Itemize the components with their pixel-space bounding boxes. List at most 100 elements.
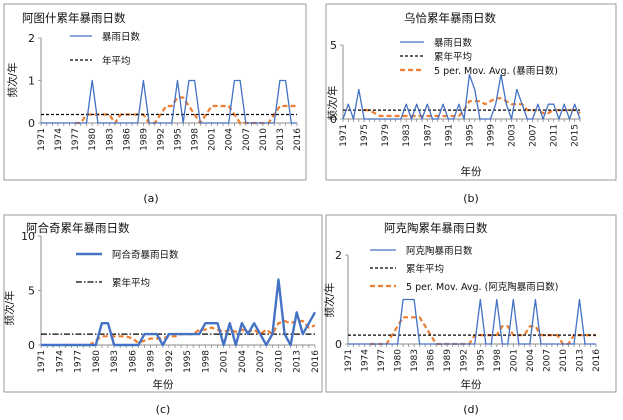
x-tick-label: 2004 [238,350,248,373]
y-tick-label: 0 [335,338,342,351]
x-tick-label: 2013 [276,128,286,151]
x-tick-label: 2016 [311,350,321,373]
y-axis-label: 频次/年 [6,62,19,97]
x-tick-label: 2007 [256,350,266,373]
x-tick-label: 2001 [220,350,230,373]
panel-c-plot: 0 5 10 1971 1974 1977 1980 1983 1986 1989 1992 1995… [3,230,321,391]
x-tick-label: 1974 [55,350,65,373]
x-tick-label: 1987 [423,124,433,147]
x-axis-label: 年份 [153,378,174,391]
x-tick-label: 1980 [92,350,102,373]
panel-c-title: 阿合奇累年暴雨日数 [26,221,130,235]
x-tick-label: 2007 [242,128,252,151]
x-tick-label: 1989 [139,128,149,151]
panel-a-caption: (a) [143,192,158,205]
x-axis-label: 年份 [461,378,482,391]
x-tick-label: 2013 [293,350,303,373]
series-line-series [348,298,596,345]
x-tick-label: 1971 [37,128,47,151]
panel-b-caption: (b) [463,192,479,205]
y-axis-label: 频次/年 [326,85,339,120]
series-line-mov [364,97,581,118]
x-tick-label: 1977 [71,128,81,151]
y-tick-label: 10 [21,230,35,243]
y-tick-label: 1 [28,75,35,88]
x-tick-label: 1986 [128,350,138,373]
x-tick-label: 1999 [486,124,496,147]
x-axis-label: 年份 [461,165,482,178]
panel-a-title: 阿图什累年暴雨日数 [22,11,126,25]
x-tick-label: 1980 [394,349,404,372]
x-tick-label: 1991 [444,124,454,147]
x-tick-label: 2010 [274,350,284,373]
legend-label: 累年平均 [434,51,472,63]
x-tick-label: 1995 [465,124,475,147]
x-tick-label: 1983 [105,128,115,151]
x-tick-label: 2003 [508,124,518,147]
x-tick-label: 1995 [476,349,486,372]
series-line-series [342,73,581,120]
x-tick-label: 1971 [339,124,349,147]
x-tick-label: 1992 [460,349,470,372]
x-tick-label: 1998 [493,349,503,372]
x-tick-label: 1986 [427,349,437,372]
y-tick-label: 5 [28,285,35,298]
x-tick-label: 2011 [550,124,560,147]
panel-d-frame [325,214,617,393]
panel-d-caption: (d) [463,403,479,416]
x-tick-label: 1974 [54,128,64,151]
legend-label: 5 per. Mov. Avg. (阿克陶暴雨日数) [406,281,559,293]
y-tick-label: 0 [28,117,35,130]
x-tick-label: 1971 [344,349,354,372]
panel-b-frame [325,3,617,181]
panel-c-caption: (c) [156,403,171,416]
y-tick-label: 5 [330,39,337,52]
x-tick-label: 1971 [37,350,47,373]
x-tick-label: 2010 [559,349,569,372]
panel-d: 阿克陶累年暴雨日数 0 2 1971 1974 1977 1980 1983 1986 1989… [323,214,617,416]
y-tick-label: 0 [28,339,35,352]
x-tick-label: 1986 [122,128,132,151]
y-axis-label: 频次/年 [323,282,336,317]
x-tick-label: 1992 [165,350,175,373]
x-tick-label: 1975 [360,124,370,147]
x-tick-label: 1974 [361,349,371,372]
x-tick-label: 2015 [571,124,581,147]
x-tick-label: 1977 [377,349,387,372]
x-tick-label: 1977 [74,350,84,373]
x-tick-label: 2010 [259,128,269,151]
y-tick-label: 0 [330,113,337,126]
x-tick-label: 2004 [225,128,235,151]
panel-b: 乌恰累年暴雨日数 0 5 1971 1975 1979 1983 1987 1991 1995 1… [325,3,617,205]
legend-label: 暴雨日数 [102,31,141,43]
series-line-series [41,79,297,124]
x-tick-label: 1998 [191,128,201,151]
x-tick-label: 1983 [402,124,412,147]
panel-c: 阿合奇累年暴雨日数 0 5 10 1971 1974 1977 1980 1983 1986 19… [3,214,323,416]
y-tick-label: 2 [335,249,342,262]
panel-a-plot: 0 1 2 1971 1974 1977 1980 1983 1986 1989 1992 1995 1… [6,31,303,151]
legend-label: 阿合奇暴雨日数 [112,249,179,261]
x-tick-label: 2013 [575,349,585,372]
panel-a-frame [3,3,307,181]
panel-b-plot: 0 5 1971 1975 1979 1983 1987 1991 1995 1999 2003 20… [326,37,581,178]
panel-b-title: 乌恰累年暴雨日数 [404,11,496,25]
x-tick-label: 1979 [381,124,391,147]
x-tick-label: 2001 [509,349,519,372]
panel-c-frame [3,214,323,393]
panel-a: 阿图什累年暴雨日数 0 1 2 1971 1974 1977 1980 1983 1986 198… [3,3,307,205]
legend-label: 暴雨日数 [434,37,473,49]
panel-d-plot: 0 2 1971 1974 1977 1980 1983 1986 1989 1992 1995 19… [323,245,602,391]
x-tick-label: 2004 [526,349,536,372]
x-tick-label: 1995 [174,128,184,151]
x-tick-label: 2007 [542,349,552,372]
x-tick-label: 2007 [529,124,539,147]
legend-label: 5 per. Mov. Avg. (暴雨日数) [434,65,558,77]
y-axis-label: 频次/年 [3,290,16,325]
x-tick-label: 1980 [88,128,98,151]
x-tick-label: 1989 [443,349,453,372]
x-tick-label: 1983 [410,349,420,372]
x-tick-label: 2016 [592,349,602,372]
x-tick-label: 1995 [183,350,193,373]
